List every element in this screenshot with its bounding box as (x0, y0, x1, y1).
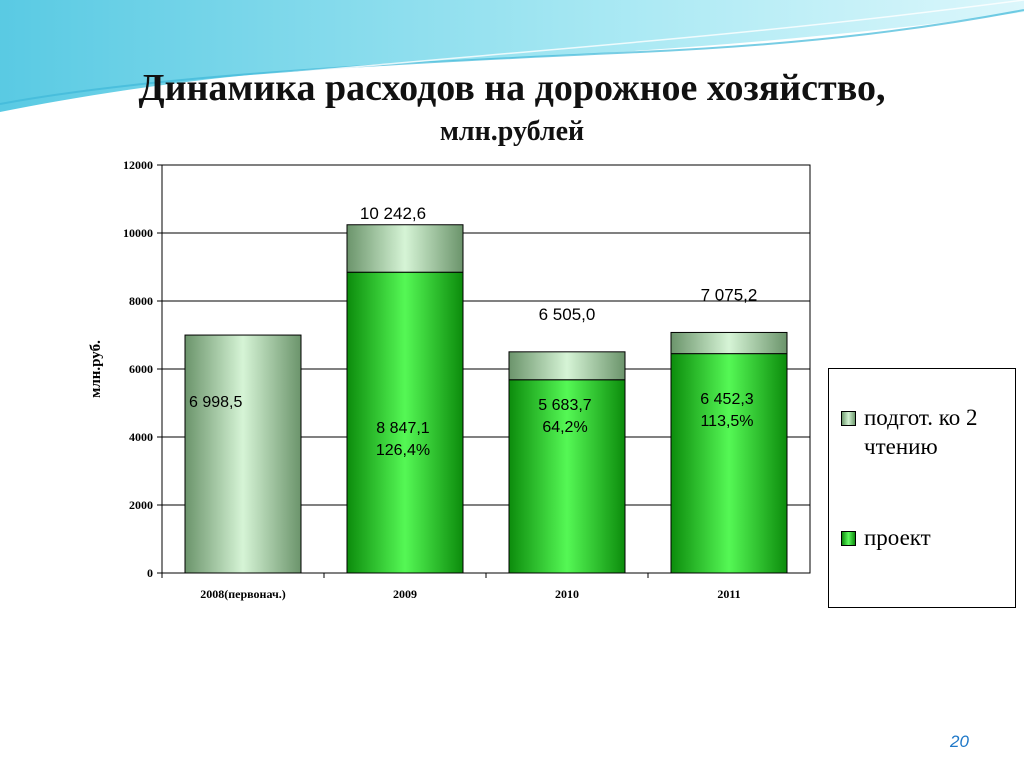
total-label: 7 075,2 (701, 285, 758, 304)
legend-item-project: проект (841, 523, 1014, 552)
page-number: 20 (950, 732, 969, 751)
legend-swatch-project (841, 531, 856, 546)
total-label: 6 505,0 (539, 305, 596, 324)
inner-value-label: 8 847,1 (376, 420, 429, 437)
y-tick-label: 2000 (129, 498, 153, 512)
inner-percent-label: 126,4% (376, 442, 430, 459)
bar-project (670, 353, 788, 574)
background-wave-line (0, 9, 1024, 105)
x-tick-label: 2008(первонач.) (200, 587, 286, 601)
bars (184, 224, 788, 574)
bar-prep (184, 334, 302, 574)
x-tick-label: 2009 (393, 587, 417, 601)
inner-percent-label: 64,2% (542, 419, 587, 436)
inner-value-label: 6 452,3 (700, 391, 753, 408)
total-label: 10 242,6 (360, 204, 426, 223)
bar-labels: 6 998,5 10 242,6 8 847,1 126,4% 6 505,0 5 683… (189, 204, 757, 459)
background-wave (0, 0, 1024, 112)
slide-subtitle: млн.рублей (439, 116, 585, 147)
bar-project (508, 379, 626, 574)
background-wave-line (119, 0, 1024, 93)
legend-swatch-prep (841, 411, 856, 426)
inner-percent-label: 113,5% (700, 413, 753, 430)
bar-prep (346, 224, 464, 273)
y-tick-label: 12000 (123, 158, 153, 172)
chart-legend: подгот. ко 2 чтению проект (828, 368, 1016, 608)
y-tick-label: 6000 (129, 362, 153, 376)
y-tick-label: 0 (147, 566, 153, 580)
inner-value-label: 5 683,7 (538, 397, 591, 414)
x-tick-label: 2011 (717, 587, 740, 601)
y-tick-label: 8000 (129, 294, 153, 308)
slide-title: Динамика расходов на дорожное хозяйство, (138, 67, 886, 109)
y-tick-label: 10000 (123, 226, 153, 240)
inner-value-label: 6 998,5 (189, 394, 242, 411)
x-axis-ticks: 2008(первонач.) 2009 2010 2011 (161, 573, 741, 601)
legend-label-project: проект (864, 525, 931, 550)
y-axis-ticks: 0 2000 4000 6000 8000 10000 12000 (123, 158, 162, 580)
bar-prep (508, 351, 626, 381)
legend-label-prep: подгот. ко 2 чтению (864, 405, 978, 459)
x-tick-label: 2010 (555, 587, 579, 601)
y-axis-label: млн.руб. (88, 340, 104, 398)
y-tick-label: 4000 (129, 430, 153, 444)
bar-prep (670, 331, 788, 355)
legend-item-prep: подгот. ко 2 чтению (841, 403, 1014, 461)
